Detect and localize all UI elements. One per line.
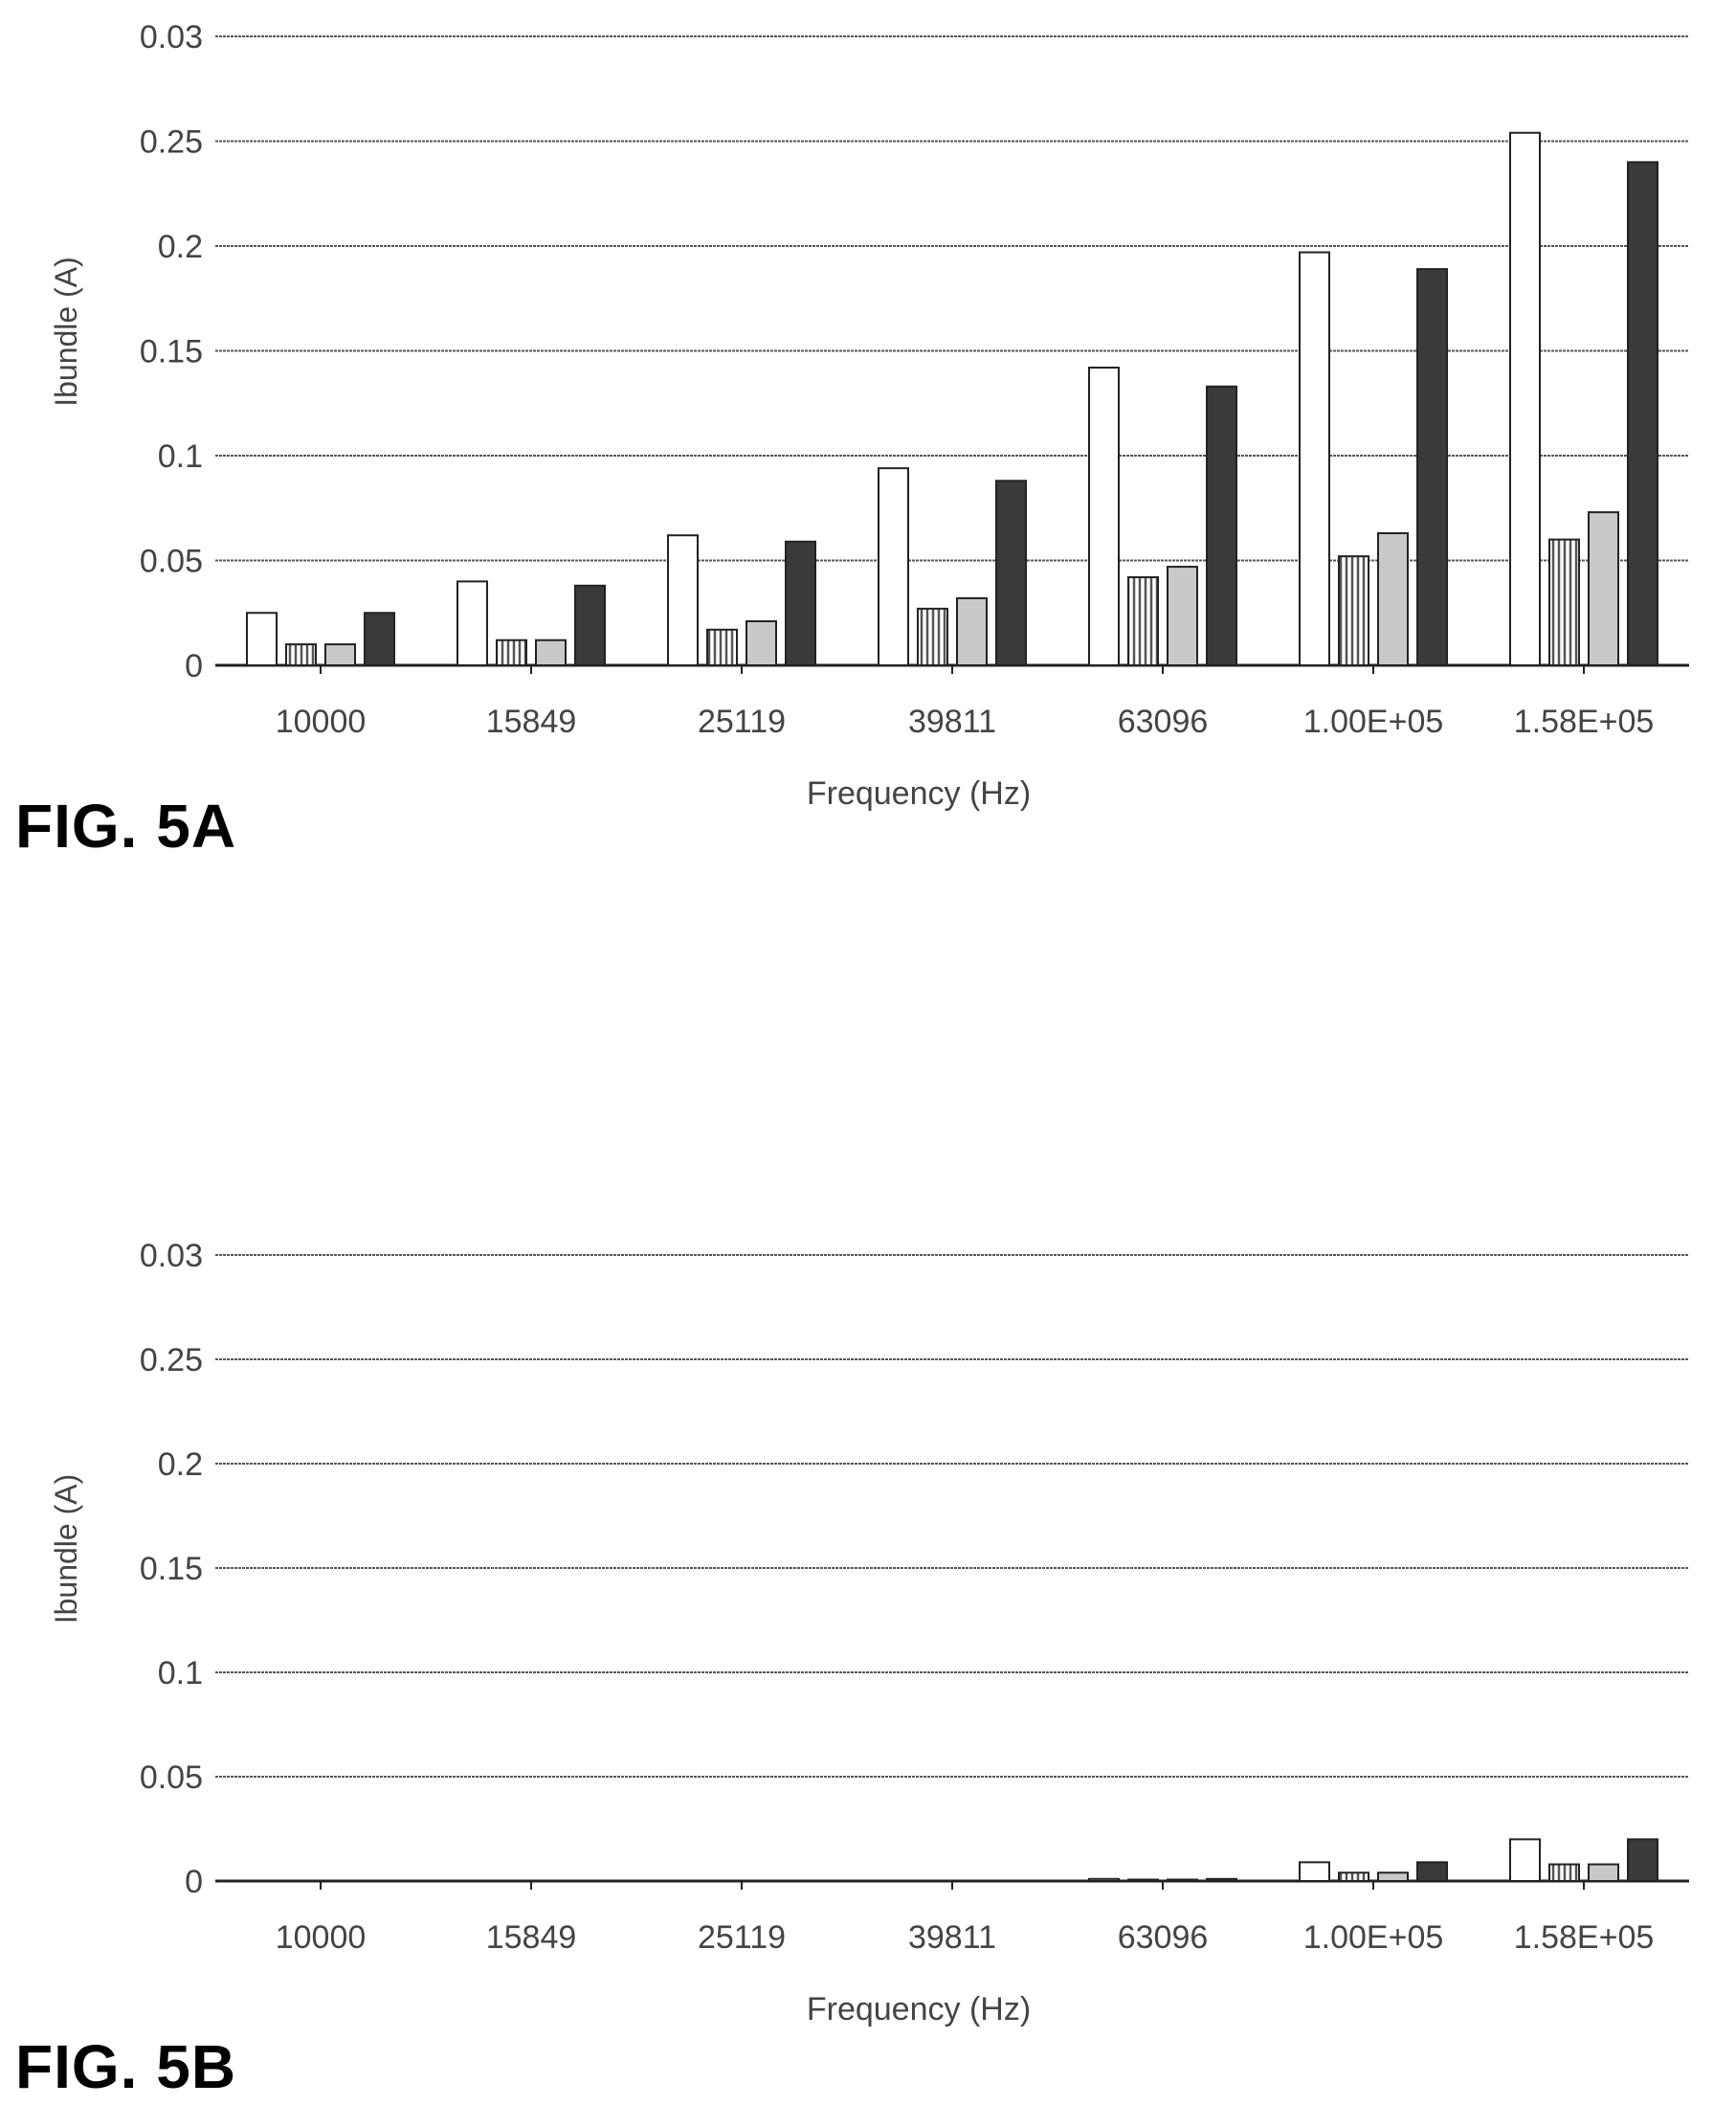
x-tick-label: 25119 — [698, 1919, 786, 1956]
x-tick-label: 10000 — [276, 704, 367, 740]
x-tick-label: 63096 — [1118, 1919, 1209, 1956]
bar — [746, 620, 777, 667]
bar — [1206, 385, 1237, 666]
bar — [995, 480, 1027, 666]
y-tick-label: 0.05 — [140, 1759, 203, 1796]
y-axis-label: Ibundle (A) — [49, 1474, 83, 1624]
figure-label: FIG. 5B — [15, 2032, 237, 2101]
bar — [364, 612, 395, 666]
bar — [1627, 161, 1658, 666]
bar — [785, 540, 816, 666]
bar — [574, 584, 606, 667]
bar — [956, 596, 988, 666]
figure-5a: 0 0.05 0.1 0.15 0.2 0.25 0.03 10000 15849 25119 39… — [0, 0, 1736, 1063]
bar — [1416, 1861, 1448, 1883]
bar — [706, 628, 738, 667]
bar — [1299, 1861, 1330, 1883]
x-tick-label: 39811 — [908, 704, 996, 740]
bar — [496, 638, 527, 666]
bar — [667, 534, 699, 666]
bar — [1377, 1871, 1409, 1883]
y-tick-label: 0.1 — [158, 438, 203, 475]
bar — [917, 607, 948, 666]
x-axis-label: Frequency (Hz) — [807, 775, 1031, 812]
x-tick-label: 1.00E+05 — [1303, 704, 1444, 740]
y-tick-label: 0 — [185, 648, 203, 684]
y-tick-label: 0.03 — [140, 19, 203, 56]
y-tick-label: 0.15 — [140, 334, 203, 370]
bar — [1548, 1863, 1580, 1882]
y-tick-label: 0.25 — [140, 1342, 203, 1378]
y-tick-label: 0.25 — [140, 124, 203, 161]
figure-5b: 0 0.05 0.1 0.15 0.2 0.25 0.03 10000 15849 25119 39… — [0, 1063, 1736, 2128]
bar — [456, 580, 488, 667]
bar — [1416, 268, 1448, 666]
bar — [285, 643, 317, 666]
y-tick-label: 0.2 — [158, 1446, 203, 1483]
bar — [535, 638, 567, 666]
bar — [878, 467, 909, 667]
y-tick-label: 0.05 — [140, 544, 203, 580]
bar — [324, 643, 356, 666]
bar — [1299, 251, 1330, 666]
chart-5a: 0 0.05 0.1 0.15 0.2 0.25 0.03 10000 15849 25119 39… — [49, 19, 1689, 812]
bar — [1377, 532, 1409, 667]
x-tick-label: 10000 — [276, 1919, 367, 1956]
x-tick-label: 1.58E+05 — [1514, 1919, 1655, 1956]
bar — [1509, 1838, 1541, 1883]
bar — [1509, 131, 1541, 667]
x-tick-label: 1.00E+05 — [1303, 1919, 1444, 1956]
y-tick-label: 0.15 — [140, 1551, 203, 1587]
x-tick-label: 39811 — [908, 1919, 996, 1956]
bar — [1167, 1878, 1198, 1882]
x-tick-label: 25119 — [698, 704, 786, 740]
bar — [1088, 367, 1120, 666]
bar — [1088, 1877, 1120, 1883]
bar — [1167, 566, 1198, 667]
figure-label: FIG. 5A — [15, 792, 237, 861]
bar — [1338, 555, 1369, 666]
y-tick-label: 0 — [185, 1864, 203, 1900]
y-tick-label: 0.03 — [140, 1238, 203, 1274]
y-tick-label: 0.1 — [158, 1655, 203, 1691]
bar — [1588, 511, 1619, 666]
y-tick-label: 0.2 — [158, 229, 203, 265]
x-tick-label: 1.58E+05 — [1514, 704, 1655, 740]
bar — [1588, 1863, 1619, 1882]
x-axis-label: Frequency (Hz) — [807, 1991, 1031, 2027]
bar — [1338, 1871, 1369, 1883]
x-tick-label: 15849 — [486, 1919, 577, 1956]
bar — [1548, 538, 1580, 666]
chart-5b: 0 0.05 0.1 0.15 0.2 0.25 0.03 10000 15849 25119 39… — [49, 1238, 1689, 2027]
bar — [1627, 1838, 1658, 1883]
x-tick-label: 15849 — [486, 704, 577, 740]
x-tick-label: 63096 — [1118, 704, 1209, 740]
bar — [1127, 1878, 1159, 1882]
bar — [246, 612, 278, 666]
y-axis-label: Ibundle (A) — [49, 257, 83, 407]
bar — [1127, 576, 1159, 667]
bar — [1206, 1877, 1237, 1883]
